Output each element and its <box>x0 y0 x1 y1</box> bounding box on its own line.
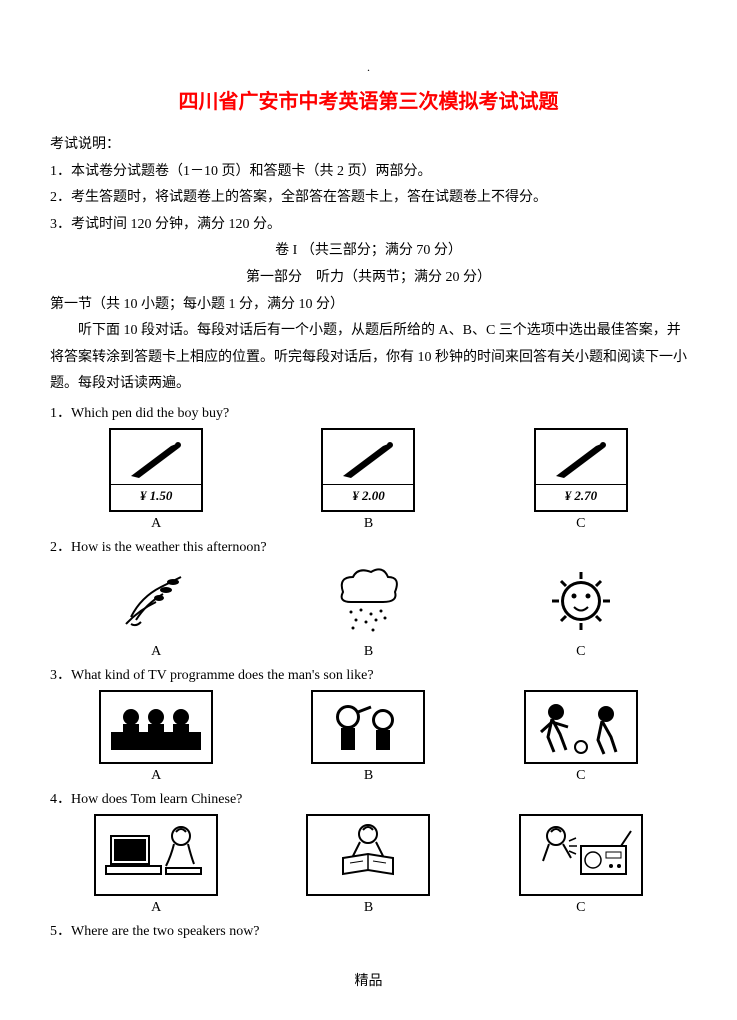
q4-option-c: C <box>519 814 643 916</box>
part-i-heading: 卷 I （共三部分；满分 70 分） <box>50 238 687 265</box>
q2-option-c: C <box>536 562 626 660</box>
q3-option-b: B <box>311 690 425 784</box>
q3-options: A B <box>50 690 687 784</box>
q4-image-c <box>519 814 643 896</box>
q3-option-c: C <box>524 690 638 784</box>
q1-price-a: ¥ 1.50 <box>111 484 201 504</box>
q4-label-c: C <box>576 900 585 916</box>
q2-image-c <box>536 562 626 640</box>
q4-option-b: B <box>306 814 430 916</box>
q1-label-c: C <box>576 516 585 532</box>
section1-heading: 第一节（共 10 小题；每小题 1 分，满分 10 分） <box>50 292 687 319</box>
pen-icon <box>333 436 403 484</box>
question-2: 2．How is the weather this afternoon? <box>50 536 687 556</box>
q2-label-b: B <box>364 644 373 660</box>
q2-label-a: A <box>151 644 161 660</box>
q2-option-b: B <box>323 562 413 660</box>
page-dot: . <box>50 60 687 75</box>
instruction-3: 3．考试时间 120 分钟，满分 120 分。 <box>50 212 687 239</box>
q2-options: A B <box>50 562 687 660</box>
q3-option-a: A <box>99 690 213 784</box>
q1-label-b: B <box>364 516 373 532</box>
q1-option-a: ¥ 1.50 A <box>109 428 203 532</box>
question-5: 5．Where are the two speakers now? <box>50 920 687 940</box>
instructions-heading: 考试说明： <box>50 132 687 159</box>
q3-image-c <box>524 690 638 764</box>
sun-icon <box>536 562 626 640</box>
q4-label-b: B <box>364 900 373 916</box>
q2-label-c: C <box>576 644 585 660</box>
q1-option-b: ¥ 2.00 B <box>321 428 415 532</box>
q1-price-c: ¥ 2.70 <box>536 484 626 504</box>
q1-options: ¥ 1.50 A ¥ 2.00 B ¥ 2.70 C <box>50 428 687 532</box>
q2-image-b <box>323 562 413 640</box>
reading-book-icon <box>308 816 428 894</box>
q4-label-a: A <box>151 900 161 916</box>
q3-label-b: B <box>364 768 373 784</box>
q3-image-a <box>99 690 213 764</box>
computer-study-icon <box>96 816 216 894</box>
sports-icon <box>526 692 636 762</box>
q3-label-a: A <box>151 768 161 784</box>
instruction-1: 1．本试卷分试题卷（1－10 页）和答题卡（共 2 页）两部分。 <box>50 159 687 186</box>
q1-image-c: ¥ 2.70 <box>534 428 628 512</box>
pen-icon <box>121 436 191 484</box>
q1-label-a: A <box>151 516 161 532</box>
question-1: 1．Which pen did the boy buy? <box>50 402 687 422</box>
question-4: 4．How does Tom learn Chinese? <box>50 788 687 808</box>
q2-option-a: A <box>111 562 201 660</box>
section1-desc: 听下面 10 段对话。每段对话后有一个小题，从题后所给的 A、B、C 三个选项中… <box>50 318 687 398</box>
q1-option-c: ¥ 2.70 C <box>534 428 628 532</box>
listening-heading: 第一部分 听力（共两节；满分 20 分） <box>50 265 687 292</box>
instruction-2: 2．考生答题时，将试题卷上的答案，全部答在答题卡上，答在试题卷上不得分。 <box>50 185 687 212</box>
q3-label-c: C <box>576 768 585 784</box>
q3-image-b <box>311 690 425 764</box>
q1-image-a: ¥ 1.50 <box>109 428 203 512</box>
news-desk-icon <box>101 692 211 762</box>
q4-options: A B <box>50 814 687 916</box>
q4-option-a: A <box>94 814 218 916</box>
q4-image-a <box>94 814 218 896</box>
q4-image-b <box>306 814 430 896</box>
radio-listening-icon <box>521 816 641 894</box>
page-footer: 精品 <box>50 970 687 990</box>
cartoon-characters-icon <box>313 692 423 762</box>
rain-cloud-icon <box>323 562 413 640</box>
q1-image-b: ¥ 2.00 <box>321 428 415 512</box>
exam-title: 四川省广安市中考英语第三次模拟考试试题 <box>50 85 687 114</box>
q2-image-a <box>111 562 201 640</box>
pen-icon <box>546 436 616 484</box>
question-3: 3．What kind of TV programme does the man… <box>50 664 687 684</box>
q1-price-b: ¥ 2.00 <box>323 484 413 504</box>
wind-icon <box>111 562 201 640</box>
